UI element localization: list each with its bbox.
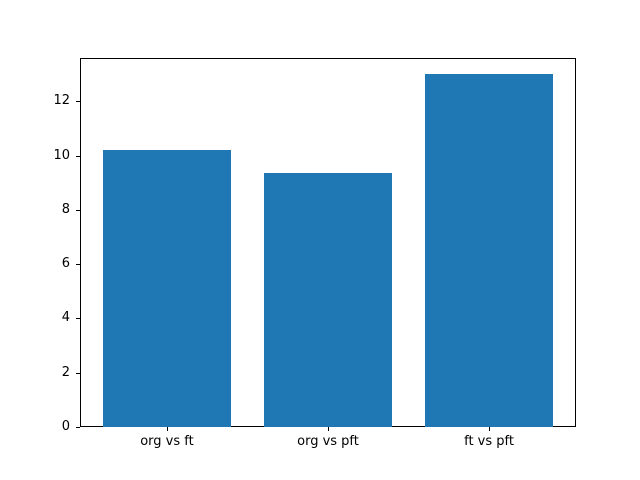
x-tick-mark [489,427,491,431]
y-tick-mark [76,155,80,157]
y-tick-label: 2 [61,364,70,380]
x-tick-mark [328,427,329,431]
x-tick-label: ft vs pft [464,434,514,449]
y-tick-label: 0 [61,419,70,434]
y-tick-mark [76,318,80,320]
x-tick-mark [166,427,168,431]
y-tick-mark [76,101,80,103]
y-tick-label: 12 [53,93,70,109]
y-tick-mark [76,427,80,428]
y-tick-mark [76,372,80,374]
x-tick-label: org vs ft [140,434,194,449]
bar-org-vs-pft [263,173,393,427]
y-tick-label: 10 [53,147,70,163]
y-tick-label: 6 [61,256,70,272]
bar-org-vs-ft [102,150,232,427]
y-tick-label: 4 [61,310,70,326]
y-tick-mark [76,264,80,266]
y-tick-mark [76,209,80,211]
bar-ft-vs-pft [424,74,554,427]
x-tick-label: org vs pft [297,434,359,449]
y-tick-label: 8 [61,201,70,217]
